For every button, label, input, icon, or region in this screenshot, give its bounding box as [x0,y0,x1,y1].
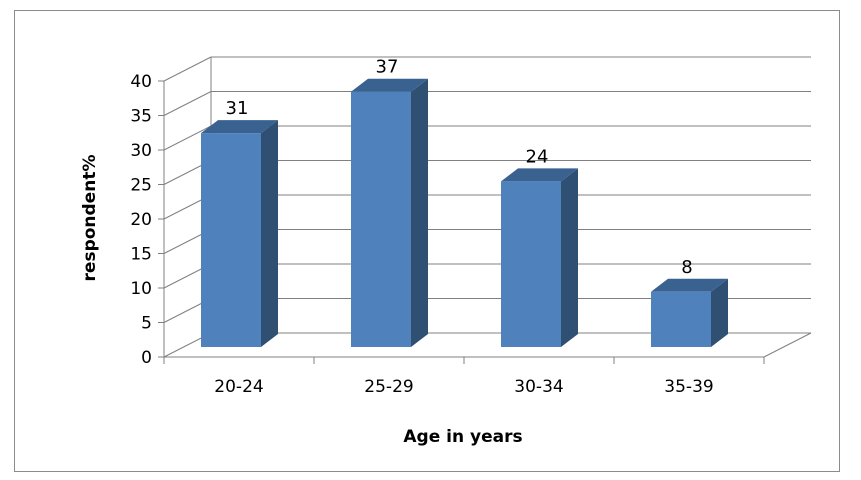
bar-top [351,78,428,92]
y-tick-label: 25 [130,176,152,196]
bar-top [201,120,278,134]
y-tick-label: 0 [141,348,152,368]
gridline-side [163,56,212,82]
x-tick-label: 25-29 [364,377,413,397]
y-tick-label: 15 [130,245,152,265]
data-labels: 31 37 24 8 [226,57,693,278]
x-axis-categories: 20-24 25-29 30-34 35-39 [214,377,713,397]
bar-35-39 [651,278,728,347]
y-tick-label: 35 [130,107,152,127]
y-axis-title: respondent% [80,155,100,282]
x-tick-label: 30-34 [514,377,563,397]
bar-front [351,91,411,347]
gridline-side [163,125,212,151]
bar-side [561,168,578,347]
bar-side [261,120,278,347]
y-tick-label: 40 [130,72,152,92]
data-label: 24 [526,146,549,167]
x-tick-label: 20-24 [214,377,263,397]
bar-front [201,133,261,347]
y-tick-label: 5 [141,314,152,334]
gridline-side [163,91,212,116]
y-tick-label: 10 [130,279,152,299]
x-tick-label: 35-39 [664,377,713,397]
bar-top [501,168,578,182]
x-axis-title: Age in years [403,427,522,447]
bar-side [411,78,428,347]
bar-front [651,291,711,347]
y-tick-label: 30 [130,141,152,161]
bar-side [711,278,728,347]
data-label: 37 [376,57,399,78]
bar-top [651,278,728,292]
data-label: 8 [681,257,692,278]
bar-30-34 [501,168,578,347]
bar-25-29 [351,78,428,347]
y-axis-ticks: 0 5 10 15 20 25 30 35 40 [130,72,765,368]
bar-20-24 [201,120,278,347]
bar-front [501,181,561,347]
bars [201,78,728,347]
y-tick-label: 20 [130,210,152,230]
data-label: 31 [226,98,249,119]
